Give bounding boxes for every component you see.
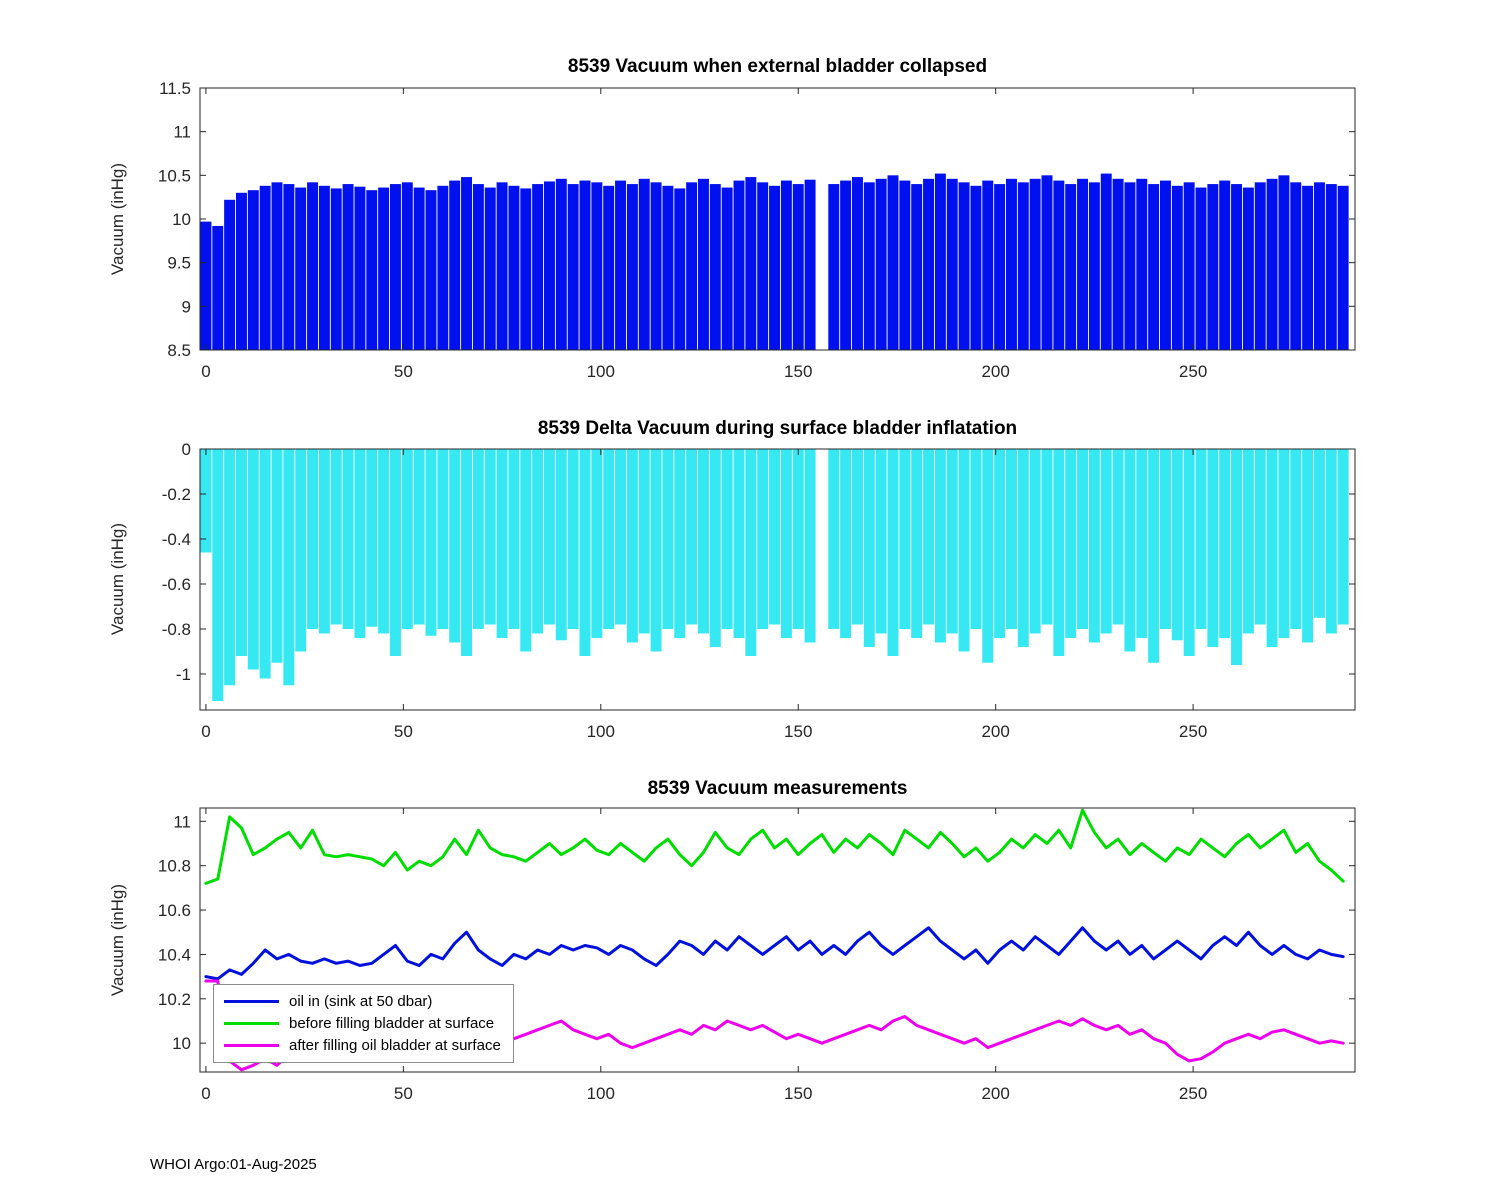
legend-item: oil in (sink at 50 dbar) [214, 990, 501, 1012]
svg-text:10.5: 10.5 [158, 166, 191, 185]
oil-in-line-swatch [224, 999, 279, 1003]
legend: oil in (sink at 50 dbar) before filling … [213, 984, 514, 1063]
svg-text:100: 100 [587, 362, 615, 381]
svg-text:10.2: 10.2 [158, 990, 191, 1009]
svg-text:100: 100 [587, 722, 615, 741]
chart1-title: 8539 Vacuum when external bladder collap… [567, 56, 988, 77]
svg-text:0: 0 [182, 440, 191, 459]
svg-text:200: 200 [981, 722, 1009, 741]
after-filling-line-swatch [224, 1043, 279, 1047]
svg-text:200: 200 [981, 1084, 1009, 1103]
legend-item-label: oil in (sink at 50 dbar) [289, 992, 433, 1010]
svg-text:-1: -1 [176, 665, 191, 684]
svg-text:250: 250 [1179, 1084, 1207, 1103]
legend-item: before filling bladder at surface [214, 1012, 501, 1034]
chart3-title: 8539 Vacuum measurements [647, 778, 908, 799]
svg-text:-0.6: -0.6 [162, 575, 191, 594]
svg-text:11: 11 [173, 123, 191, 142]
chart2-title: 8539 Delta Vacuum during surface bladder… [537, 418, 1018, 439]
svg-text:10.4: 10.4 [158, 945, 191, 964]
svg-text:-0.8: -0.8 [162, 620, 191, 639]
legend-item: after filling oil bladder at surface [214, 1034, 501, 1056]
legend-item-label: after filling oil bladder at surface [289, 1036, 501, 1054]
svg-text:250: 250 [1179, 362, 1207, 381]
svg-text:150: 150 [784, 1084, 812, 1103]
svg-text:11: 11 [173, 812, 191, 831]
svg-text:8.5: 8.5 [167, 341, 191, 360]
svg-text:10: 10 [172, 210, 191, 229]
before-filling-line-swatch [224, 1021, 279, 1025]
svg-text:10: 10 [172, 1034, 191, 1053]
svg-text:-0.2: -0.2 [162, 485, 191, 504]
svg-text:9: 9 [182, 297, 191, 316]
chart2-ylabel: Vacuum (inHg) [108, 522, 127, 636]
svg-text:250: 250 [1179, 722, 1207, 741]
svg-text:0: 0 [201, 362, 210, 381]
svg-text:50: 50 [394, 722, 413, 741]
legend-item-label: before filling bladder at surface [289, 1014, 495, 1032]
svg-text:-0.4: -0.4 [162, 530, 191, 549]
svg-text:9.5: 9.5 [167, 254, 191, 273]
svg-text:10.6: 10.6 [158, 901, 191, 920]
svg-text:0: 0 [201, 722, 210, 741]
svg-text:100: 100 [587, 1084, 615, 1103]
svg-text:10.8: 10.8 [158, 857, 191, 876]
footer-stamp: WHOI Argo:01-Aug-2025 [150, 1156, 317, 1173]
svg-text:11.5: 11.5 [159, 79, 191, 98]
svg-text:50: 50 [394, 1084, 413, 1103]
svg-text:200: 200 [981, 362, 1009, 381]
chart1-ylabel: Vacuum (inHg) [108, 162, 127, 276]
svg-text:150: 150 [784, 722, 812, 741]
chart3-ylabel: Vacuum (inHg) [108, 883, 127, 997]
svg-text:150: 150 [784, 362, 812, 381]
svg-text:0: 0 [201, 1084, 210, 1103]
svg-text:50: 50 [394, 362, 413, 381]
